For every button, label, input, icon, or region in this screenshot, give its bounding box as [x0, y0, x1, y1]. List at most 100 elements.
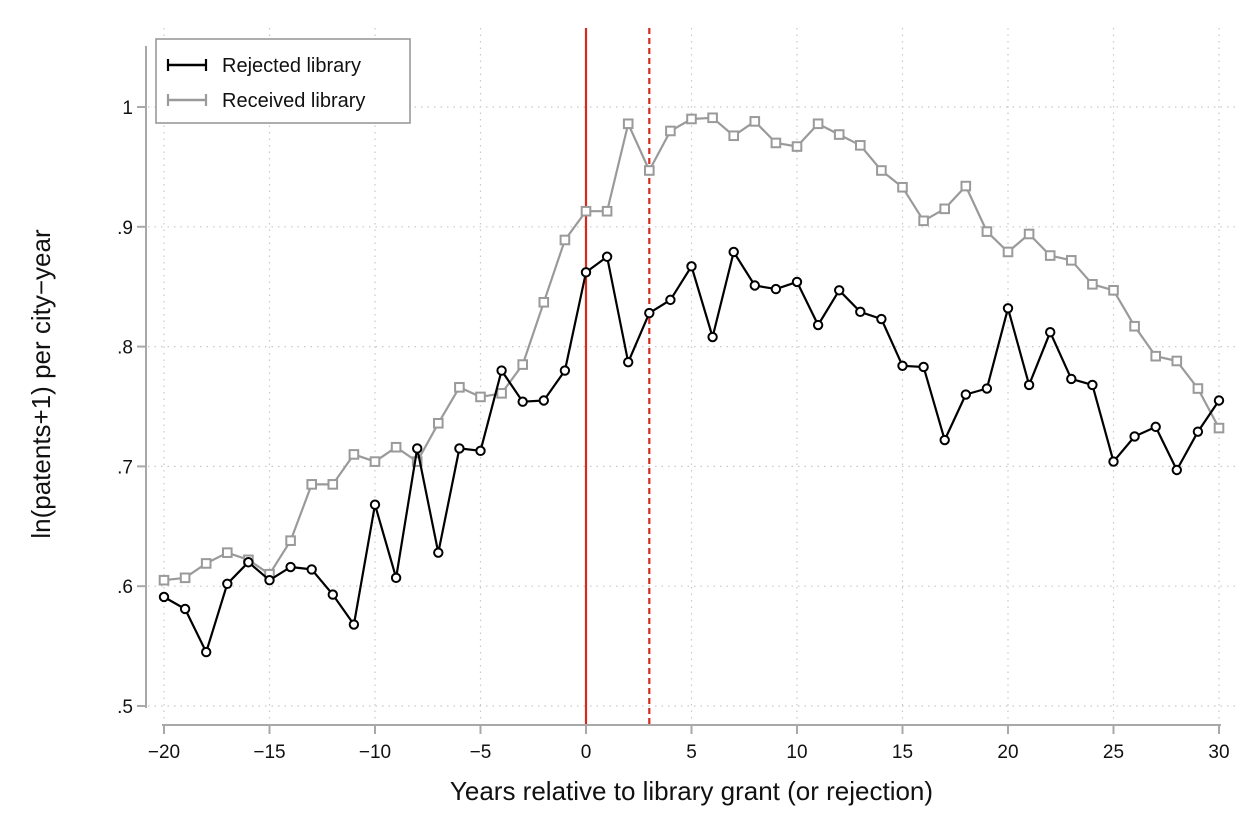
data-point	[200, 558, 212, 569]
data-point	[538, 296, 550, 308]
data-point	[1108, 284, 1119, 296]
data-point	[559, 234, 571, 246]
x-tick-label: 20	[997, 742, 1018, 763]
data-point	[876, 313, 887, 325]
data-point	[707, 331, 718, 343]
data-point	[1171, 464, 1183, 476]
data-point	[770, 137, 782, 149]
data-point	[306, 564, 317, 575]
data-point	[1087, 379, 1098, 391]
data-point	[1023, 379, 1035, 391]
data-point	[1192, 426, 1204, 437]
data-point	[1108, 456, 1119, 467]
data-point	[369, 456, 381, 467]
data-point	[496, 365, 507, 376]
axes: .5 .6 .7 .8 .9 1 −20 −15 −10 −5 0 5 10 15 20 25 30	[117, 46, 1230, 763]
x-tick-label: 5	[686, 742, 697, 763]
data-point	[749, 116, 761, 127]
data-point	[1045, 327, 1056, 338]
data-point	[1213, 395, 1225, 406]
data-point	[348, 619, 360, 630]
series-layer	[158, 112, 1225, 658]
data-point	[222, 578, 233, 590]
data-point	[433, 417, 444, 429]
data-point	[918, 215, 929, 227]
data-point	[1002, 303, 1014, 314]
data-point	[981, 383, 993, 394]
data-point	[201, 646, 212, 658]
data-point	[855, 140, 866, 151]
x-tick-label: 25	[1103, 742, 1124, 763]
x-tick-label: −10	[359, 742, 391, 763]
data-point	[306, 479, 317, 490]
y-axis-title: ln(patents+1) per city−year	[26, 229, 56, 539]
x-tick-label: 0	[581, 742, 592, 763]
data-point	[1150, 421, 1161, 433]
data-point	[770, 283, 782, 295]
data-point	[855, 306, 866, 318]
data-point	[728, 130, 740, 142]
data-point	[390, 572, 402, 584]
data-point	[580, 205, 592, 217]
reference-lines	[584, 28, 651, 724]
legend: Rejected library Received library	[155, 38, 411, 124]
x-tick-label: 30	[1208, 742, 1229, 763]
data-point	[1171, 355, 1183, 367]
data-point	[348, 449, 360, 460]
data-point	[179, 572, 191, 584]
data-point	[285, 561, 296, 573]
y-tick-label: .8	[117, 338, 133, 359]
data-point	[1066, 255, 1077, 266]
data-point	[897, 360, 908, 371]
x-tick-label: −15	[253, 742, 285, 763]
data-point	[686, 261, 697, 272]
y-tick-label: .6	[117, 577, 133, 598]
x-tick-label: 15	[892, 742, 913, 763]
data-point	[897, 181, 908, 193]
data-point	[454, 443, 465, 454]
data-point	[243, 557, 254, 568]
data-point	[1023, 228, 1035, 240]
y-tick-label: .5	[117, 697, 133, 718]
x-axis-title: Years relative to library grant (or reje…	[450, 776, 933, 806]
data-point	[918, 361, 929, 373]
data-point	[644, 307, 655, 319]
data-point	[960, 180, 972, 192]
data-point	[791, 141, 803, 152]
legend-label: Received library	[222, 90, 365, 112]
data-point	[411, 456, 423, 467]
data-point	[1129, 320, 1140, 332]
x-tick-label: 10	[786, 742, 807, 763]
data-point	[538, 395, 549, 406]
data-point	[222, 547, 233, 558]
data-point	[601, 205, 613, 217]
data-point	[601, 251, 613, 262]
data-point	[833, 129, 845, 140]
data-point	[179, 603, 191, 615]
data-point	[749, 280, 760, 291]
data-point	[390, 441, 402, 453]
data-point	[327, 589, 338, 600]
grid	[148, 28, 1238, 723]
series-line	[163, 116, 1220, 582]
data-point	[517, 359, 529, 370]
data-point	[686, 113, 697, 125]
legend-item: Rejected library	[166, 55, 361, 77]
data-point	[559, 365, 571, 376]
data-point	[623, 356, 634, 368]
data-point	[665, 294, 676, 306]
data-point	[812, 118, 824, 130]
data-point	[1044, 250, 1056, 261]
data-point	[939, 203, 951, 215]
data-point	[454, 382, 465, 393]
data-point	[1087, 279, 1098, 290]
data-point	[960, 389, 971, 400]
data-point	[939, 434, 950, 446]
x-tick-label: −20	[148, 742, 180, 763]
data-point	[285, 535, 296, 546]
series-rejected-library	[158, 246, 1225, 658]
data-point	[876, 165, 887, 176]
x-tick-label: −5	[470, 742, 492, 763]
data-point	[728, 246, 739, 258]
